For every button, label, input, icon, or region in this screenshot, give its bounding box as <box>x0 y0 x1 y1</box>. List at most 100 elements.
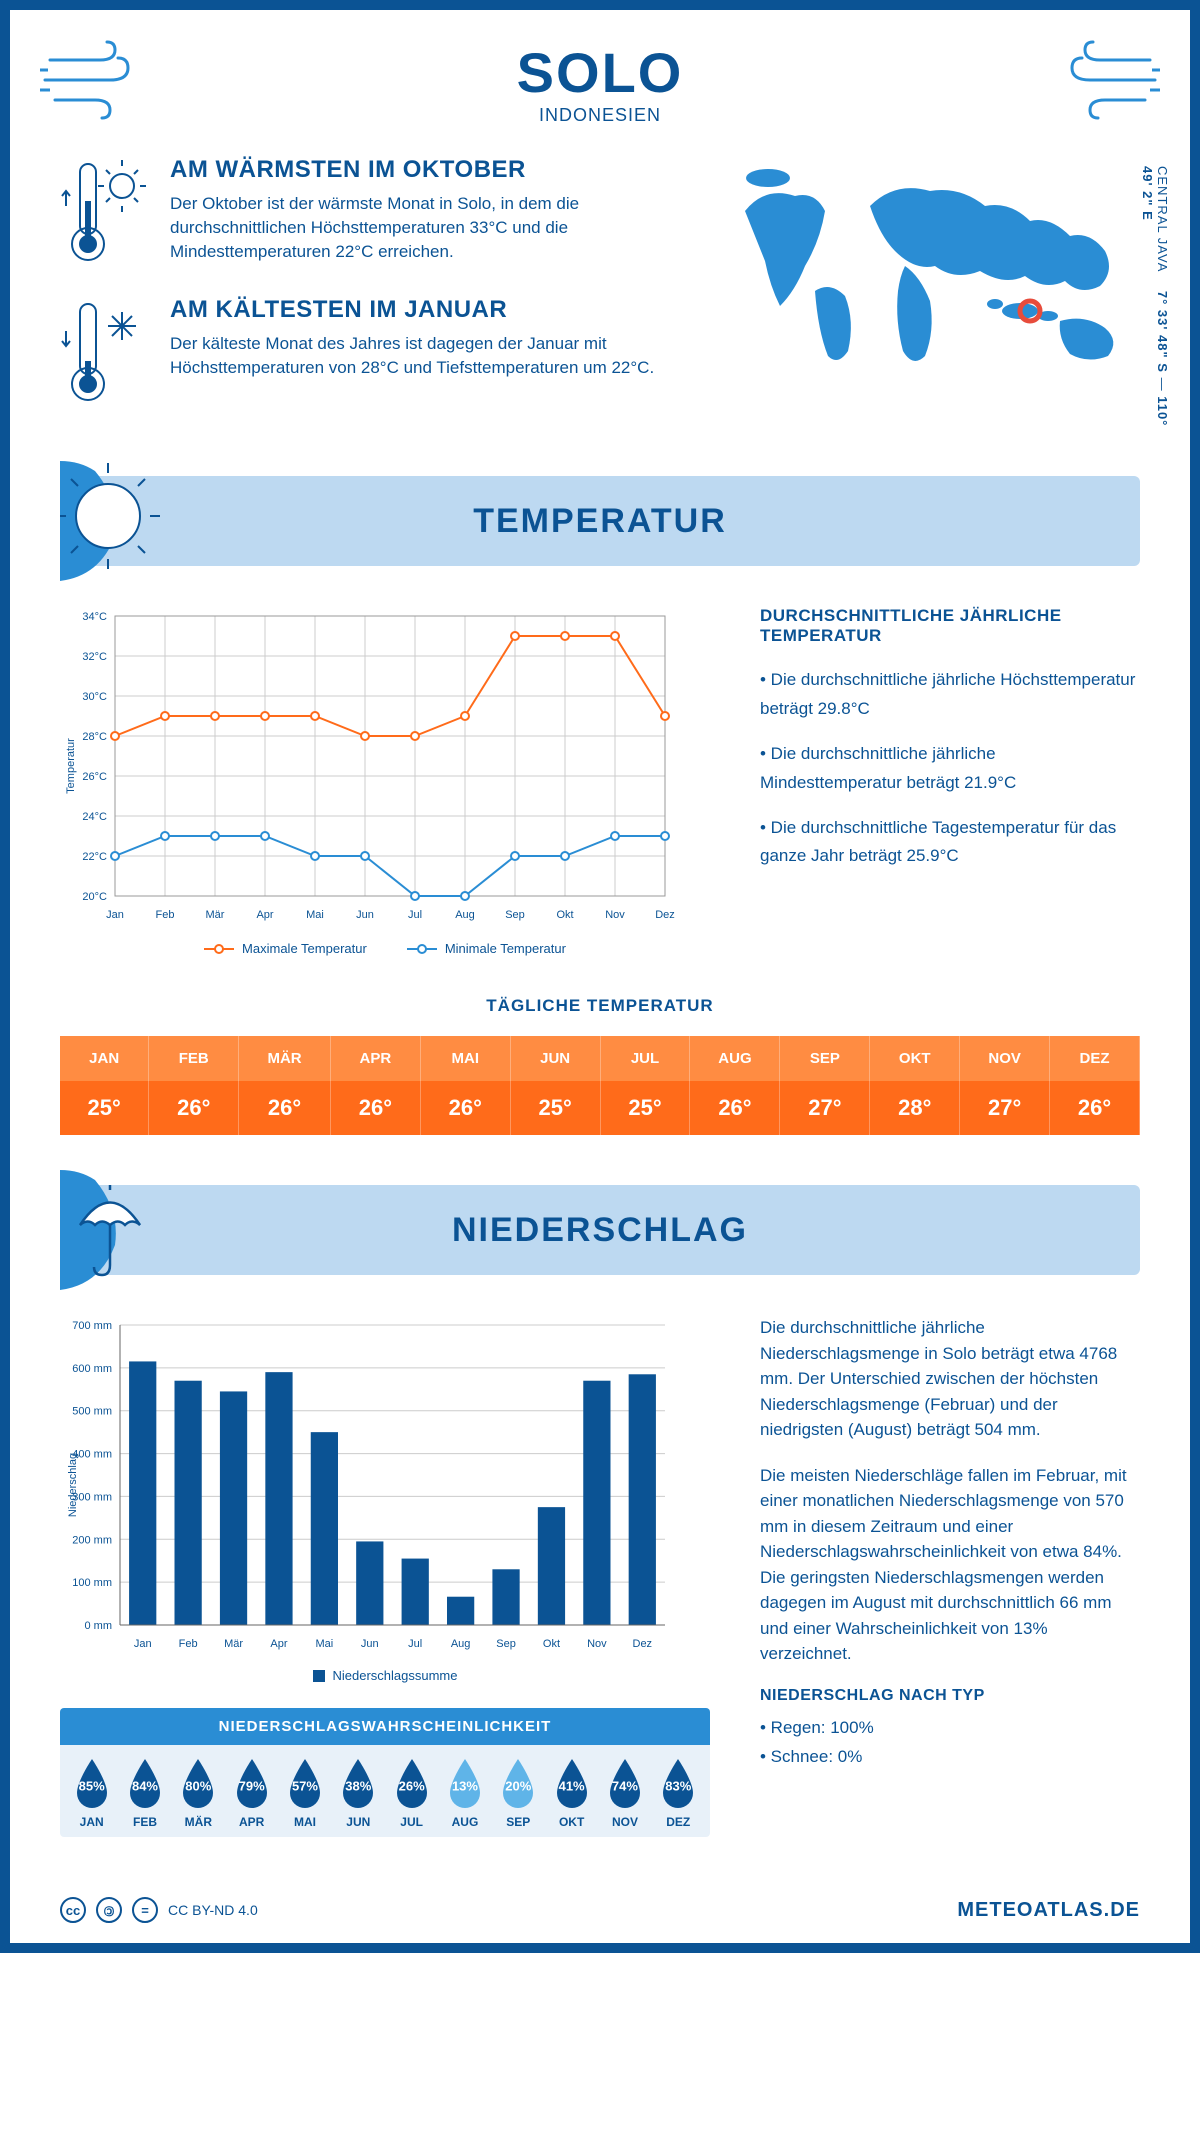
svg-text:Jan: Jan <box>106 909 124 921</box>
prob-value: 38% <box>345 1778 371 1793</box>
temperature-title: TEMPERATUR <box>473 502 727 541</box>
svg-text:100 mm: 100 mm <box>72 1577 112 1589</box>
prob-month: MÄR <box>173 1815 224 1829</box>
month-header: NOV <box>960 1036 1050 1081</box>
precipitation-title: NIEDERSCHLAG <box>452 1211 748 1250</box>
temp-info-item: • Die durchschnittliche Tagestemperatur … <box>760 814 1140 872</box>
svg-text:700 mm: 700 mm <box>72 1320 112 1332</box>
svg-text:Okt: Okt <box>556 909 573 921</box>
svg-text:34°C: 34°C <box>82 611 107 623</box>
coldest-title: AM KÄLTESTEN IM JANUAR <box>170 296 680 324</box>
wind-icon <box>1060 40 1160 120</box>
raindrop-icon: 57% <box>284 1757 326 1809</box>
svg-text:Aug: Aug <box>451 1638 471 1650</box>
svg-text:Sep: Sep <box>496 1638 516 1650</box>
temp-info: DURCHSCHNITTLICHE JÄHRLICHE TEMPERATUR •… <box>760 606 1140 956</box>
temp-info-item: • Die durchschnittliche jährliche Höchst… <box>760 666 1140 724</box>
intro-section: AM WÄRMSTEN IM OKTOBER Der Oktober ist d… <box>60 156 1140 436</box>
prob-value: 57% <box>292 1778 318 1793</box>
svg-text:Temperatur: Temperatur <box>65 738 77 794</box>
svg-text:Aug: Aug <box>455 909 475 921</box>
svg-text:Dez: Dez <box>655 909 675 921</box>
prob-value: 74% <box>612 1778 638 1793</box>
svg-text:Mär: Mär <box>224 1638 243 1650</box>
cc-icon: cc <box>60 1897 86 1923</box>
header: SOLO INDONESIEN <box>60 40 1140 126</box>
prob-month: JUL <box>386 1815 437 1829</box>
daily-temp-value: 26° <box>690 1081 780 1135</box>
raindrop-icon: 84% <box>124 1757 166 1809</box>
svg-text:Nov: Nov <box>605 909 625 921</box>
svg-text:Nov: Nov <box>587 1638 607 1650</box>
site-name: METEOATLAS.DE <box>957 1899 1140 1922</box>
raindrop-icon: 26% <box>391 1757 433 1809</box>
region-label: CENTRAL JAVA <box>1155 166 1170 272</box>
svg-text:22°C: 22°C <box>82 851 107 863</box>
prob-value: 13% <box>452 1778 478 1793</box>
warmest-title: AM WÄRMSTEN IM OKTOBER <box>170 156 680 184</box>
legend-max: Maximale Temperatur <box>204 941 367 956</box>
temp-legend: Maximale Temperatur Minimale Temperatur <box>60 941 710 956</box>
raindrop-icon: 85% <box>71 1757 113 1809</box>
prob-item: 83% DEZ <box>653 1757 704 1829</box>
prob-item: 84% FEB <box>119 1757 170 1829</box>
prob-month: APR <box>226 1815 277 1829</box>
raindrop-icon: 38% <box>337 1757 379 1809</box>
month-header: JUN <box>510 1036 600 1081</box>
daily-temp-value: 26° <box>330 1081 420 1135</box>
temperature-banner: TEMPERATUR <box>60 476 1140 566</box>
svg-text:Jun: Jun <box>361 1638 379 1650</box>
svg-text:32°C: 32°C <box>82 651 107 663</box>
prob-item: 74% NOV <box>599 1757 650 1829</box>
prob-value: 83% <box>665 1778 691 1793</box>
umbrella-icon <box>60 1170 180 1290</box>
temp-info-title: DURCHSCHNITTLICHE JÄHRLICHE TEMPERATUR <box>760 606 1140 646</box>
prob-value: 20% <box>505 1778 531 1793</box>
thermometer-sun-icon <box>60 156 150 266</box>
svg-text:Jun: Jun <box>356 909 374 921</box>
daily-temp-value: 27° <box>780 1081 870 1135</box>
svg-text:Apr: Apr <box>256 909 273 921</box>
prob-value: 79% <box>239 1778 265 1793</box>
svg-text:Jul: Jul <box>408 909 422 921</box>
svg-text:Feb: Feb <box>179 1638 198 1650</box>
prob-value: 84% <box>132 1778 158 1793</box>
prob-month: JUN <box>333 1815 384 1829</box>
month-header: DEZ <box>1050 1036 1140 1081</box>
daily-temp-value: 26° <box>420 1081 510 1135</box>
daily-temp-table: JANFEBMÄRAPRMAIJUNJULAUGSEPOKTNOVDEZ25°2… <box>60 1036 1140 1135</box>
month-header: JUL <box>600 1036 690 1081</box>
svg-text:28°C: 28°C <box>82 731 107 743</box>
coldest-text: Der kälteste Monat des Jahres ist dagege… <box>170 332 680 380</box>
prob-value: 26% <box>399 1778 425 1793</box>
thermometer-snow-icon <box>60 296 150 406</box>
prob-month: FEB <box>119 1815 170 1829</box>
prob-month: OKT <box>546 1815 597 1829</box>
nd-icon: = <box>132 1897 158 1923</box>
svg-text:Feb: Feb <box>156 909 175 921</box>
svg-text:Sep: Sep <box>505 909 525 921</box>
prob-month: SEP <box>493 1815 544 1829</box>
daily-temp-value: 25° <box>510 1081 600 1135</box>
svg-text:Niederschlag: Niederschlag <box>67 1453 79 1517</box>
svg-text:0 mm: 0 mm <box>85 1620 113 1632</box>
prob-item: 38% JUN <box>333 1757 384 1829</box>
raindrop-icon: 20% <box>497 1757 539 1809</box>
daily-temp-value: 27° <box>960 1081 1050 1135</box>
warmest-text: Der Oktober ist der wärmste Monat in Sol… <box>170 192 680 263</box>
prob-month: DEZ <box>653 1815 704 1829</box>
month-header: AUG <box>690 1036 780 1081</box>
lat-label: 7° 33' 48" S <box>1155 291 1170 373</box>
svg-text:Apr: Apr <box>270 1638 287 1650</box>
svg-text:24°C: 24°C <box>82 811 107 823</box>
coldest-fact: AM KÄLTESTEN IM JANUAR Der kälteste Mona… <box>60 296 680 406</box>
precipitation-chart: 0 mm100 mm200 mm300 mm400 mm500 mm600 mm… <box>60 1315 710 1683</box>
daily-temp-value: 28° <box>870 1081 960 1135</box>
coordinates: CENTRAL JAVA 7° 33' 48" S — 110° 49' 2" … <box>1140 166 1170 436</box>
precip-legend: Niederschlagssumme <box>60 1668 710 1683</box>
svg-text:26°C: 26°C <box>82 771 107 783</box>
month-header: JAN <box>60 1036 149 1081</box>
svg-text:600 mm: 600 mm <box>72 1363 112 1375</box>
raindrop-icon: 83% <box>657 1757 699 1809</box>
warmest-fact: AM WÄRMSTEN IM OKTOBER Der Oktober ist d… <box>60 156 680 266</box>
